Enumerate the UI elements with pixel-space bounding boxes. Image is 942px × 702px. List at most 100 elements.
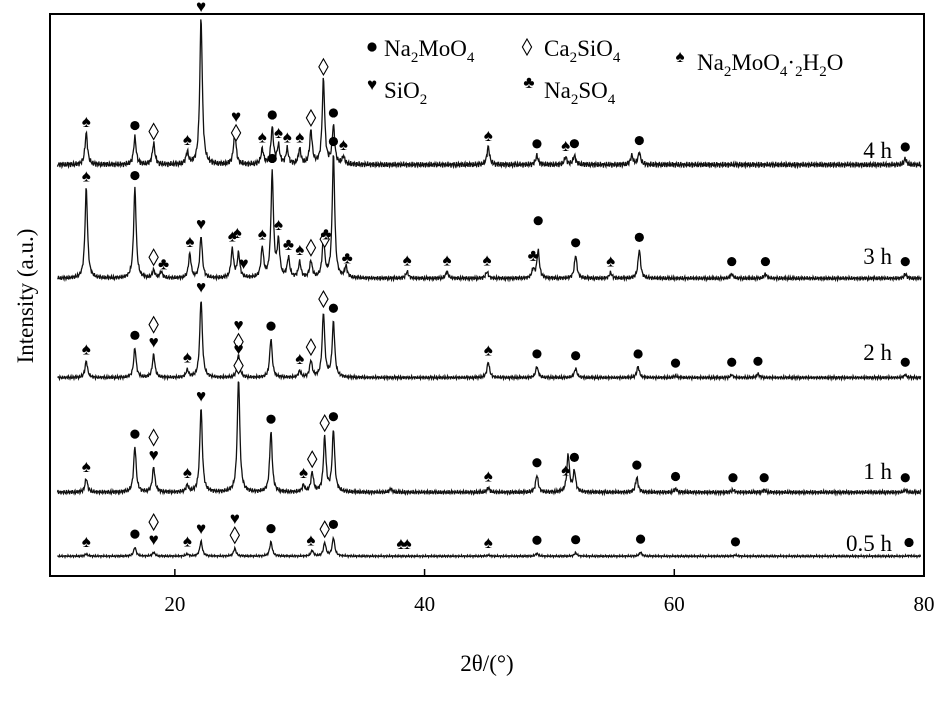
svg-text:♠: ♠	[183, 130, 192, 149]
circle-marker	[328, 136, 339, 147]
svg-text:♠: ♠	[561, 460, 570, 479]
trace-label: 4 h	[863, 138, 892, 163]
circle-marker	[900, 473, 910, 483]
club-icon: ♣	[523, 73, 534, 92]
svg-text:♠: ♠	[675, 47, 684, 66]
circle-marker	[130, 170, 140, 181]
heart-marker: ♥	[149, 333, 159, 352]
svg-text:♠: ♠	[561, 136, 570, 155]
circle-marker	[900, 256, 910, 267]
diamond-marker	[306, 450, 318, 469]
svg-text:♠: ♠	[274, 123, 283, 142]
circle-marker	[727, 357, 737, 367]
trace-labels: 4 h 3 h 2 h 1 h 0.5 h	[846, 138, 893, 556]
svg-text:♠: ♠	[183, 463, 192, 482]
spade-marker: ♠	[484, 533, 493, 552]
svg-text:♠: ♠	[482, 250, 491, 269]
svg-text:♣: ♣	[283, 235, 294, 254]
spade-marker: ♠	[82, 457, 91, 476]
spade-marker: ♠	[183, 463, 192, 482]
spade-marker: ♠	[403, 250, 412, 269]
circle-marker	[670, 471, 681, 482]
spade-icon: ♠	[675, 47, 684, 66]
circle-marker	[267, 110, 277, 120]
xrd-traces	[56, 19, 922, 560]
spade-marker: ♠	[274, 215, 283, 234]
club-marker: ♣	[283, 235, 294, 254]
circle-marker	[266, 524, 276, 534]
heart-marker: ♥	[231, 107, 241, 126]
spade-marker: ♠	[295, 127, 304, 146]
circle-marker	[753, 356, 763, 366]
svg-text:♥: ♥	[233, 316, 243, 335]
svg-text:♠: ♠	[443, 250, 452, 269]
spade-marker: ♠	[274, 123, 283, 142]
circle-marker	[728, 473, 738, 483]
y-axis-title: Intensity (a.u.)	[13, 229, 38, 364]
svg-text:♣: ♣	[320, 225, 331, 244]
trace-3-h	[57, 155, 922, 283]
svg-text:♠: ♠	[403, 534, 412, 553]
heart-marker: ♥	[230, 509, 240, 528]
legend-label: SiO2​	[384, 78, 427, 108]
circle-marker	[532, 535, 542, 545]
legend-label: Na2​MoO4​	[384, 36, 475, 66]
circle-marker	[760, 256, 771, 267]
svg-text:♥: ♥	[238, 254, 248, 273]
svg-text:♠: ♠	[484, 126, 493, 145]
spade-marker: ♠	[258, 224, 267, 243]
svg-text:♥: ♥	[196, 0, 206, 16]
club-marker: ♣	[342, 249, 353, 268]
circle-marker	[904, 537, 914, 548]
svg-text:♠: ♠	[484, 340, 493, 359]
diamond-marker	[148, 428, 159, 447]
spade-marker: ♠	[82, 339, 91, 358]
diamond-marker	[318, 289, 329, 309]
trace-label: 0.5 h	[846, 531, 893, 556]
spade-marker: ♠	[403, 534, 412, 553]
club-marker: ♣	[158, 255, 169, 274]
trace-0.5-h	[57, 535, 922, 560]
svg-text:♠: ♠	[233, 223, 242, 242]
spade-marker: ♠	[443, 250, 452, 269]
circle-marker	[670, 358, 681, 368]
club-marker: ♣	[320, 225, 331, 244]
svg-text:♠: ♠	[606, 251, 615, 270]
diamond-marker	[148, 512, 159, 532]
svg-text:♠: ♠	[183, 532, 192, 551]
svg-text:♠: ♠	[484, 533, 493, 552]
heart-marker: ♥	[196, 278, 206, 297]
spade-marker: ♠	[183, 348, 192, 367]
spade-marker: ♠	[484, 340, 493, 359]
spade-marker: ♠	[295, 349, 304, 368]
circle-marker	[727, 256, 737, 267]
svg-text:♠: ♠	[183, 348, 192, 367]
x-tick-label: 20	[164, 592, 185, 616]
circle-marker	[328, 412, 339, 422]
x-axis: 20 40 60 80	[164, 569, 935, 616]
x-tick-label: 40	[414, 592, 435, 616]
circle-marker	[130, 529, 140, 539]
diamond-marker	[148, 122, 159, 141]
svg-text:♠: ♠	[306, 530, 315, 549]
svg-text:♠: ♠	[82, 457, 91, 476]
svg-text:♥: ♥	[230, 509, 240, 528]
spade-marker: ♠	[82, 532, 91, 551]
circle-marker	[632, 460, 642, 470]
circle-marker	[532, 349, 542, 359]
legend-label: Na2​SO4​	[544, 78, 616, 108]
circle-icon	[367, 42, 377, 52]
circle-marker	[266, 321, 276, 331]
diamond-marker	[233, 356, 244, 375]
diamond-marker	[319, 414, 330, 433]
legend-label: Na2​MoO4​·2​H2​O	[697, 50, 843, 80]
svg-text:♠: ♠	[82, 112, 91, 131]
svg-text:♥: ♥	[196, 278, 206, 297]
spade-marker: ♠	[258, 128, 267, 147]
diamond-marker	[319, 230, 330, 249]
circle-marker	[328, 108, 339, 118]
diamond-marker	[229, 526, 241, 545]
circle-marker	[900, 142, 910, 152]
spade-marker: ♠	[299, 463, 308, 482]
circle-marker	[130, 330, 140, 340]
